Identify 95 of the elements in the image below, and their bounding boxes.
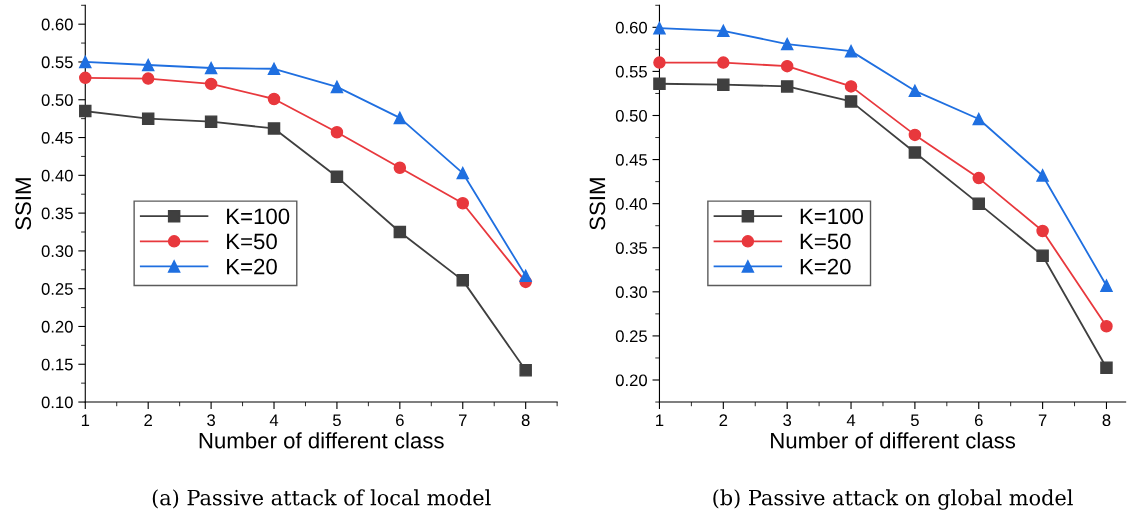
y-tick-label: 0.30 — [41, 245, 73, 258]
point — [141, 112, 155, 125]
point — [844, 44, 858, 58]
y-tick-label: 0.60 — [41, 18, 73, 31]
x-tick-label: 6 — [974, 414, 983, 427]
y-tick-label: 0.25 — [615, 330, 647, 343]
y-tick-label: 0.50 — [615, 109, 648, 122]
point — [204, 77, 218, 91]
point — [717, 56, 730, 69]
point — [908, 128, 922, 142]
x-tick-label: 5 — [332, 414, 341, 427]
point — [393, 225, 407, 239]
point — [79, 71, 92, 85]
point — [1036, 249, 1049, 262]
point — [780, 37, 794, 51]
legend-label: K=50 — [800, 233, 851, 250]
point — [1100, 279, 1113, 292]
x-tick-label: 7 — [1038, 414, 1047, 426]
y-tick-label: 0.25 — [41, 283, 73, 295]
x-axis-title: Number of different class — [771, 432, 1016, 449]
point — [267, 122, 281, 135]
y-tick-label: 0.30 — [615, 286, 648, 299]
point — [141, 58, 155, 72]
point — [1100, 319, 1113, 333]
point — [204, 115, 218, 128]
legend-label: K=20 — [800, 258, 851, 275]
point — [519, 269, 532, 283]
x-tick-label: 1 — [656, 414, 664, 426]
point — [1036, 224, 1049, 238]
x-tick-label: 6 — [396, 414, 404, 427]
point — [653, 21, 666, 35]
point — [267, 62, 281, 76]
y-tick-label: 0.35 — [615, 242, 647, 254]
y-axis-title: SSIM — [15, 178, 32, 230]
y-tick-label: 0.10 — [41, 396, 73, 409]
point — [330, 125, 344, 139]
point — [1100, 361, 1113, 374]
point — [653, 77, 666, 91]
x-tick-label: 7 — [458, 414, 467, 426]
legend-label: K=100 — [227, 208, 290, 225]
point — [1036, 169, 1049, 182]
point — [267, 92, 281, 106]
y-tick-label: 0.55 — [41, 56, 73, 69]
point — [141, 72, 155, 85]
point — [456, 274, 470, 287]
y-tick-label: 0.20 — [41, 320, 73, 333]
x-tick-label: 4 — [269, 414, 279, 426]
x-tick-label: 8 — [521, 414, 530, 427]
point — [717, 24, 730, 38]
x-tick-label: 1 — [81, 414, 90, 426]
y-tick-label: 0.40 — [615, 198, 648, 210]
point — [330, 170, 344, 184]
point — [79, 104, 92, 118]
x-tick-label: 2 — [719, 414, 728, 426]
point — [79, 55, 92, 69]
x-tick-label: 2 — [144, 414, 152, 426]
y-tick-label: 0.45 — [41, 131, 73, 144]
y-tick-label: 0.15 — [41, 358, 73, 371]
point — [972, 171, 986, 185]
text: (b) Passive attack on global model — [713, 489, 1073, 510]
x-tick-label: 4 — [846, 414, 856, 426]
point — [972, 112, 986, 126]
point — [330, 80, 344, 94]
point — [204, 61, 218, 75]
point — [393, 161, 407, 175]
y-tick-label: 0.20 — [615, 374, 648, 387]
point — [519, 364, 532, 377]
y-tick-label: 0.45 — [615, 153, 647, 166]
y-tick-label: 0.55 — [615, 65, 647, 78]
point — [972, 197, 986, 210]
x-tick-label: 3 — [207, 414, 216, 427]
point — [908, 84, 922, 98]
point — [780, 59, 794, 73]
legend-label: K=100 — [800, 208, 863, 225]
point — [653, 56, 666, 69]
y-tick-label: 0.60 — [615, 21, 648, 34]
y-tick-label: 0.35 — [41, 207, 73, 220]
point — [393, 111, 407, 125]
x-tick-label: 3 — [783, 414, 792, 427]
point — [908, 146, 922, 159]
legend-label: K=20 — [227, 258, 277, 275]
x-tick-label: 5 — [910, 414, 919, 427]
y-tick-label: 0.50 — [41, 94, 73, 106]
point — [844, 95, 858, 108]
point — [844, 80, 858, 93]
x-axis-title: Number of different class — [199, 432, 444, 449]
point — [456, 166, 470, 180]
point — [456, 197, 470, 210]
y-tick-label: 0.40 — [41, 169, 73, 182]
point — [780, 80, 794, 93]
y-axis-title: SSIM — [589, 178, 606, 230]
text: (a) Passive attack of local model — [152, 489, 491, 509]
x-tick-label: 8 — [1102, 414, 1111, 427]
point — [717, 78, 730, 91]
legend-label: K=50 — [227, 233, 277, 250]
